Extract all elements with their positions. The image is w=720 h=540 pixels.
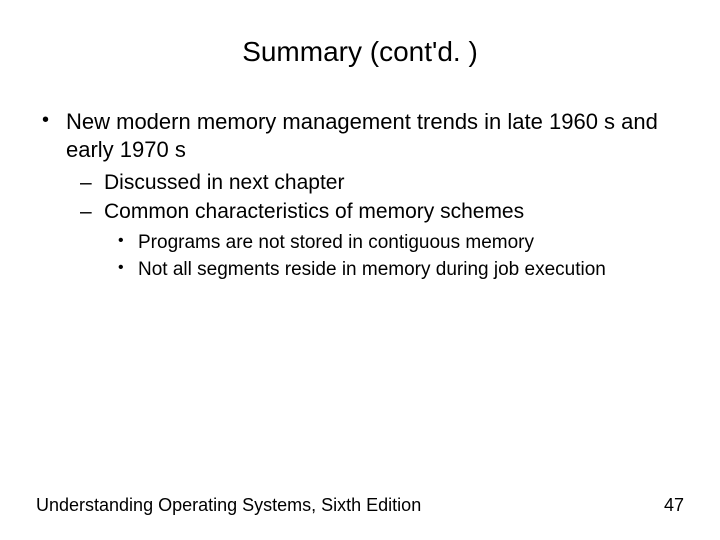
slide-title: Summary (cont'd. ) bbox=[0, 0, 720, 108]
bullet-text: Not all segments reside in memory during… bbox=[138, 259, 606, 280]
bullet-list-lvl1: New modern memory management trends in l… bbox=[36, 108, 684, 283]
footer-book-title: Understanding Operating Systems, Sixth E… bbox=[36, 495, 421, 516]
slide: Summary (cont'd. ) New modern memory man… bbox=[0, 0, 720, 540]
bullet-text: Common characteristics of memory schemes bbox=[104, 200, 524, 223]
bullet-text: Programs are not stored in contiguous me… bbox=[138, 232, 534, 253]
footer-page-number: 47 bbox=[664, 495, 684, 516]
bullet-list-lvl3: Programs are not stored in contiguous me… bbox=[104, 230, 684, 283]
list-item: Programs are not stored in contiguous me… bbox=[104, 230, 684, 256]
slide-footer: Understanding Operating Systems, Sixth E… bbox=[36, 495, 684, 516]
slide-content: New modern memory management trends in l… bbox=[0, 108, 720, 283]
list-item: Not all segments reside in memory during… bbox=[104, 257, 684, 283]
list-item: Common characteristics of memory schemes… bbox=[66, 198, 684, 283]
bullet-text: Discussed in next chapter bbox=[104, 171, 344, 194]
bullet-list-lvl2: Discussed in next chapter Common charact… bbox=[66, 169, 684, 283]
bullet-text: New modern memory management trends in l… bbox=[66, 109, 658, 162]
list-item: Discussed in next chapter bbox=[66, 169, 684, 196]
list-item: New modern memory management trends in l… bbox=[36, 108, 684, 283]
